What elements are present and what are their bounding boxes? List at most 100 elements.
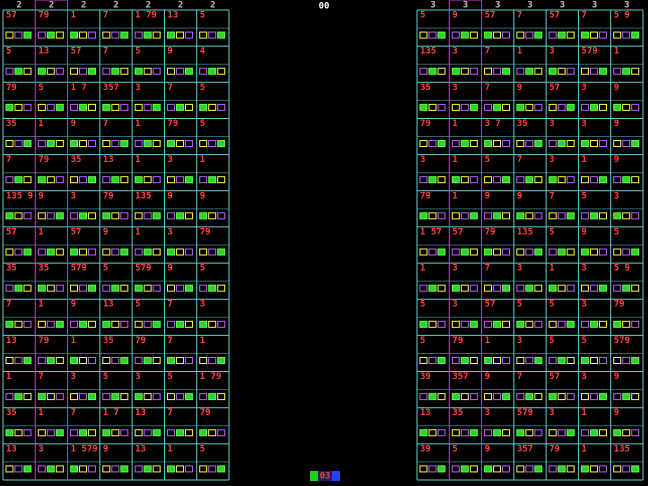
cell-box <box>120 176 129 184</box>
cell-box <box>143 320 152 328</box>
cell-box <box>37 356 46 364</box>
cell-box <box>208 320 217 328</box>
cell-box <box>484 356 493 364</box>
cell-candidates: 4 <box>200 47 206 57</box>
cell-box <box>525 393 534 401</box>
cell-box <box>55 429 64 437</box>
cell-box <box>598 212 607 220</box>
cell-box <box>88 140 97 148</box>
cell-box <box>525 356 534 364</box>
cell-box <box>199 429 208 437</box>
cell-box <box>37 103 46 111</box>
cell-box <box>589 465 598 473</box>
cell-box <box>437 465 446 473</box>
cell-box <box>175 465 184 473</box>
cell-candidates: 57 <box>549 11 560 21</box>
cell-box <box>14 31 23 39</box>
cell-candidates: 5 <box>581 336 586 346</box>
cell-candidates: 5 <box>581 191 586 201</box>
cell-box <box>557 429 566 437</box>
cell-box <box>199 320 208 328</box>
column-header: 2 <box>178 1 183 11</box>
cell-box <box>79 465 88 473</box>
cell-box <box>631 393 640 401</box>
cell-box <box>484 465 493 473</box>
cell-box <box>525 248 534 256</box>
cell-box <box>451 67 460 75</box>
cell-box <box>79 284 88 292</box>
cell-candidates: 79 <box>549 444 560 454</box>
cell-candidates: 57 <box>71 227 82 237</box>
cell-box <box>580 140 589 148</box>
cell-box <box>566 140 575 148</box>
cell-candidates: 13 <box>135 444 146 454</box>
cell-box <box>134 176 143 184</box>
cell-box <box>208 284 217 292</box>
cell-box <box>428 356 437 364</box>
cell-box <box>102 212 111 220</box>
cell-box <box>88 429 97 437</box>
cell-box <box>23 103 32 111</box>
cell-candidates: 7 <box>485 47 490 57</box>
cell-box <box>589 103 598 111</box>
cell-candidates: 1 <box>485 336 490 346</box>
cell-box <box>70 212 79 220</box>
cell-box <box>460 248 469 256</box>
cell-box <box>613 320 622 328</box>
cell-box <box>493 465 502 473</box>
cell-candidates: 135 <box>614 444 630 454</box>
cell-box <box>557 320 566 328</box>
cell-candidates: 7 <box>167 83 172 93</box>
cell-box <box>557 31 566 39</box>
cell-candidates: 3 <box>517 264 522 274</box>
cell-box <box>437 103 446 111</box>
cell-box <box>580 284 589 292</box>
cell-box <box>88 176 97 184</box>
cell-candidates: 5 <box>420 11 425 21</box>
cell-box <box>622 284 631 292</box>
cell-box <box>525 212 534 220</box>
cell-box <box>502 284 511 292</box>
cell-box <box>598 356 607 364</box>
cell-box <box>534 140 543 148</box>
cell-box <box>419 356 428 364</box>
cell-box <box>419 393 428 401</box>
cell-candidates: 9 <box>581 227 586 237</box>
cell-candidates: 9 <box>614 372 619 382</box>
cell-candidates: 9 <box>485 191 490 201</box>
cell-box <box>199 248 208 256</box>
cell-box <box>580 356 589 364</box>
cell-box <box>102 320 111 328</box>
cell-box <box>102 31 111 39</box>
cell-box <box>428 176 437 184</box>
cell-candidates: 7 <box>517 11 522 21</box>
cell-box <box>134 212 143 220</box>
cell-box <box>484 320 493 328</box>
cell-candidates: 9 <box>167 191 172 201</box>
cell-box <box>622 103 631 111</box>
cell-candidates: 13 <box>38 47 49 57</box>
cell-candidates: 9 <box>167 264 172 274</box>
cell-box <box>516 31 525 39</box>
cell-box <box>613 140 622 148</box>
cell-box <box>428 320 437 328</box>
cell-box <box>70 176 79 184</box>
cell-box <box>493 176 502 184</box>
cell-box <box>217 356 226 364</box>
cell-candidates: 39 <box>420 372 431 382</box>
cell-candidates: 9 <box>167 47 172 57</box>
cell-box <box>199 212 208 220</box>
cell-box <box>5 465 14 473</box>
cell-box <box>622 356 631 364</box>
cell-box <box>217 393 226 401</box>
cell-box <box>5 31 14 39</box>
cell-box <box>166 465 175 473</box>
cell-box <box>598 429 607 437</box>
cell-box <box>437 284 446 292</box>
cell-box <box>557 284 566 292</box>
cell-box <box>516 429 525 437</box>
column-header: 3 <box>592 1 597 11</box>
cell-box <box>525 140 534 148</box>
cell-box <box>120 140 129 148</box>
cell-box <box>70 103 79 111</box>
